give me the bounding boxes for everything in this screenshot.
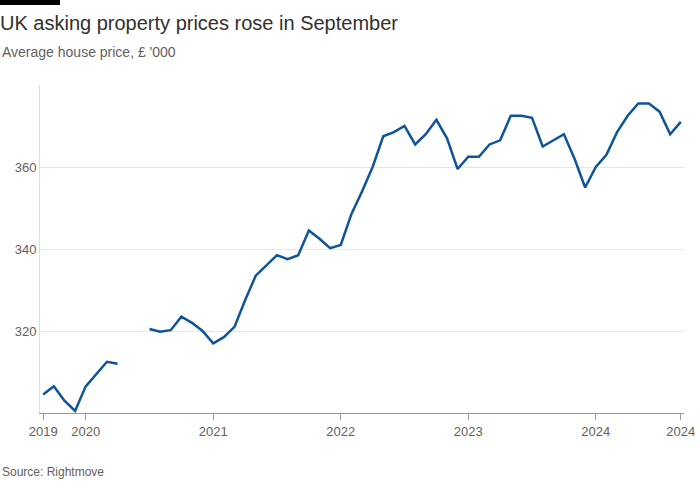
svg-text:2019: 2019 <box>29 424 58 439</box>
svg-text:320: 320 <box>15 324 37 339</box>
svg-text:2023: 2023 <box>454 424 483 439</box>
svg-text:UK asking property prices rose: UK asking property prices rose in Septem… <box>0 12 398 34</box>
svg-text:2020: 2020 <box>71 424 100 439</box>
svg-text:360: 360 <box>15 160 37 175</box>
svg-text:2024: 2024 <box>581 424 610 439</box>
svg-text:2022: 2022 <box>326 424 355 439</box>
svg-text:Source: Rightmove: Source: Rightmove <box>2 465 104 479</box>
svg-text:2021: 2021 <box>199 424 228 439</box>
svg-text:2024: 2024 <box>666 424 695 439</box>
svg-text:Average house price, £ '000: Average house price, £ '000 <box>2 44 176 60</box>
svg-text:340: 340 <box>15 242 37 257</box>
